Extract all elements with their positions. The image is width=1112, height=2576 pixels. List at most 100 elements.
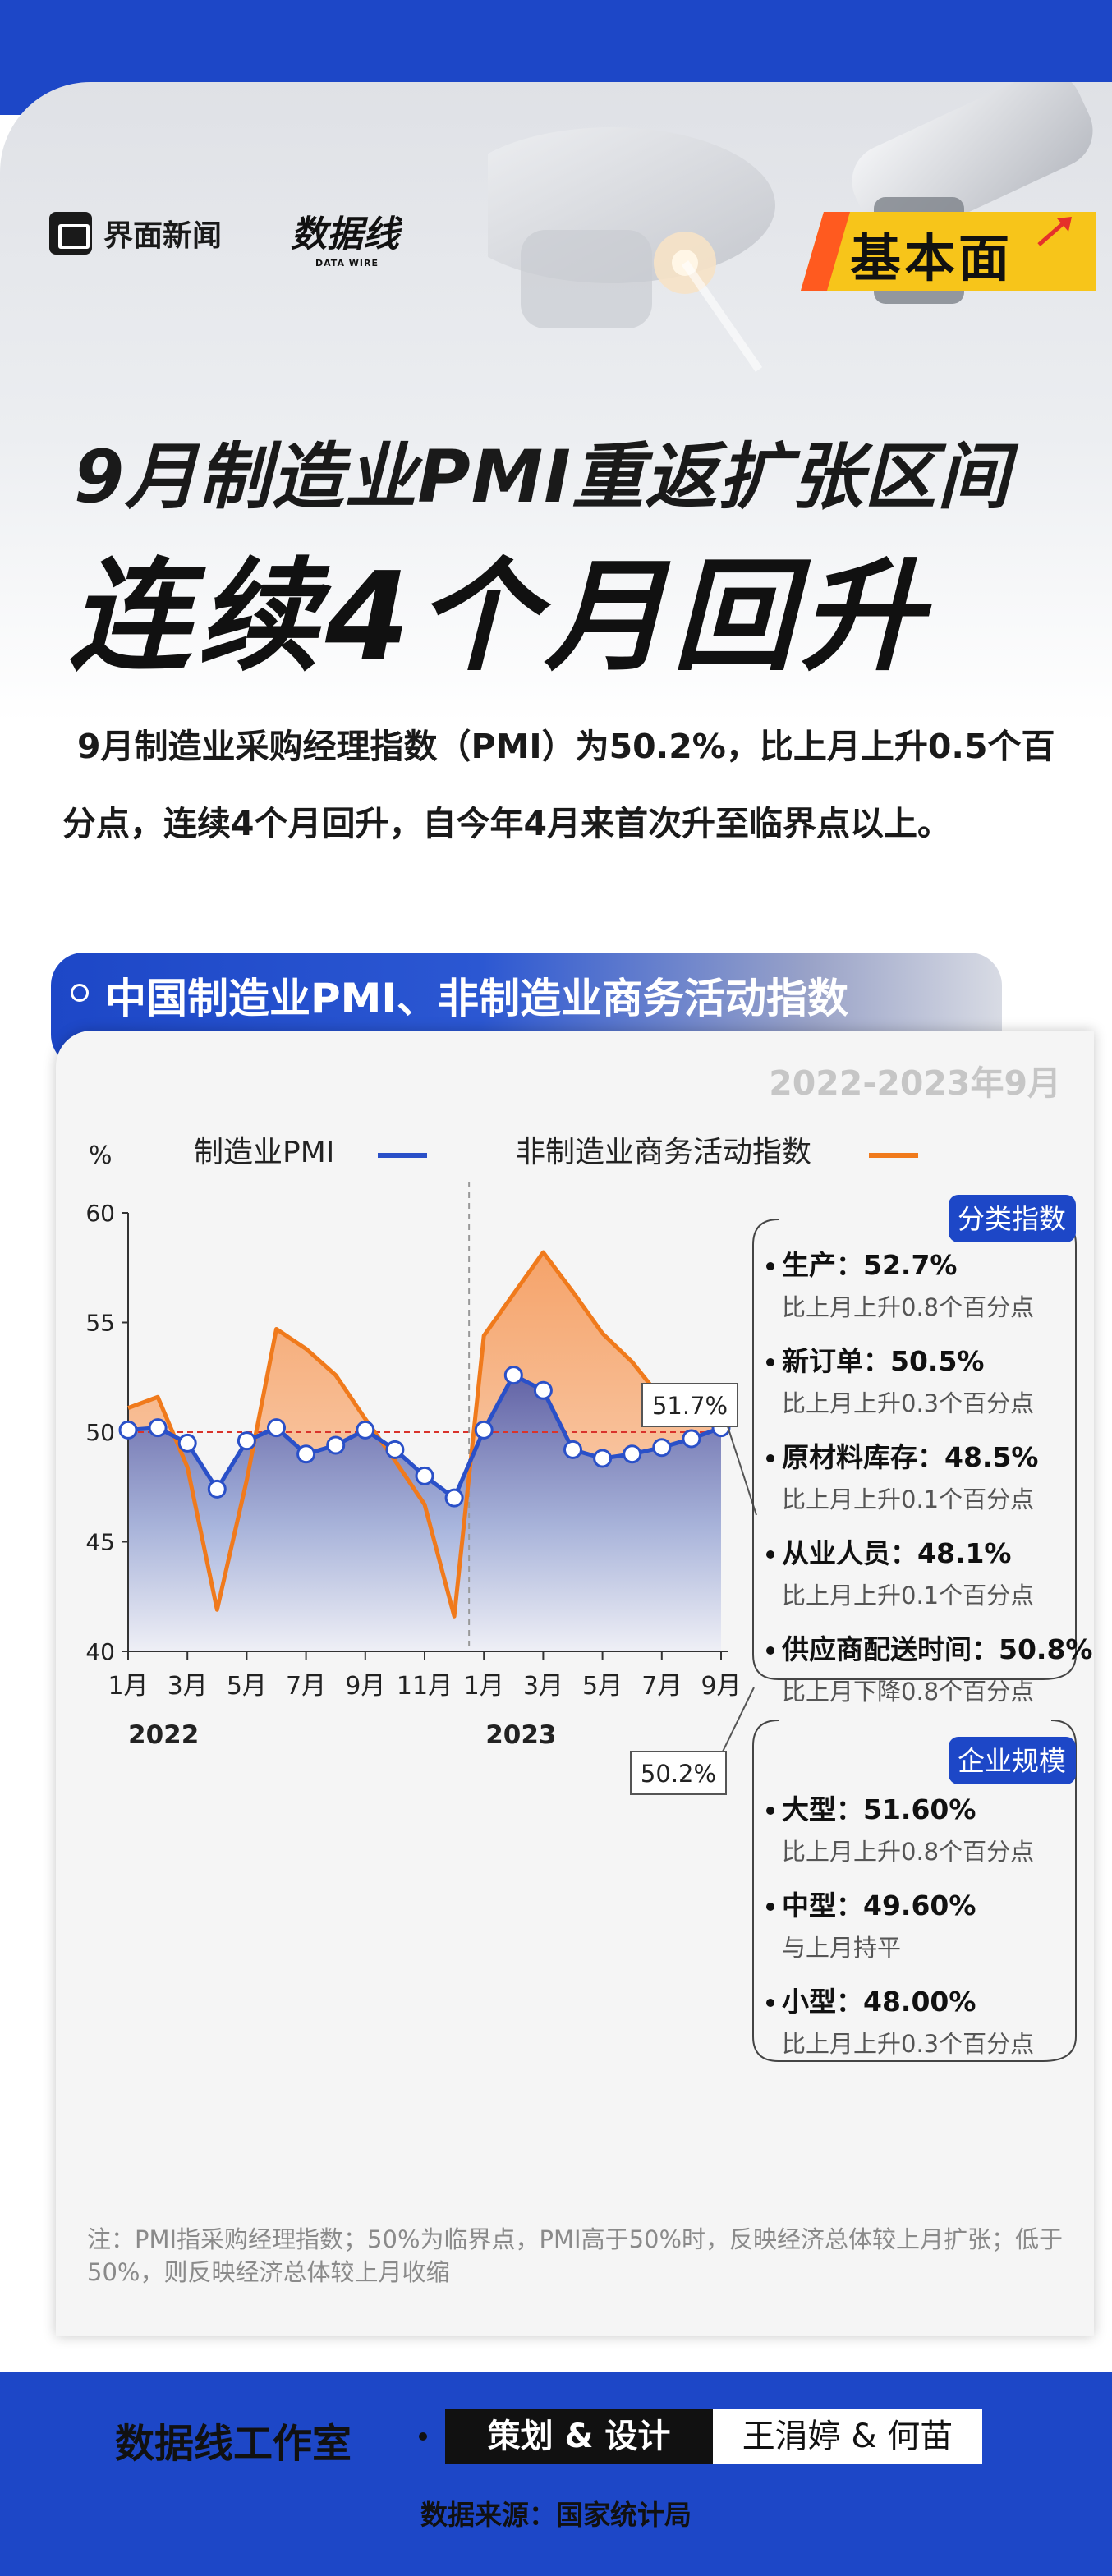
point-pmi <box>267 1418 286 1438</box>
callout-nonmfg-value: 51.7% <box>652 1392 728 1420</box>
year-label: 2022 <box>128 1720 199 1750</box>
list-item-change: 与上月持平 <box>782 1934 901 1962</box>
y-unit-label: % <box>89 1141 113 1170</box>
legend-label-pmi: 制造业PMI <box>194 1136 334 1169</box>
y-tick-label: 55 <box>85 1310 115 1337</box>
point-pmi <box>385 1440 405 1459</box>
callout-nonmfg: 51.7% <box>641 1383 757 1516</box>
intro-paragraph: 9月制造业采购经理指数（PMI）为50.2%，比上月上升0.5个百分点，连续4个… <box>62 727 1055 843</box>
list-bullet <box>766 1999 774 2007</box>
x-tick-label: 7月 <box>641 1672 682 1701</box>
studio-name: 数据线工作室 <box>115 2421 352 2467</box>
y-tick-label: 60 <box>85 1200 115 1227</box>
credit-names: 王涓婷 & 何苗 <box>713 2409 982 2464</box>
list-bullet <box>766 1358 774 1366</box>
legend-label-nonmfg: 非制造业商务活动指数 <box>516 1136 811 1169</box>
point-pmi <box>682 1429 701 1449</box>
list-bullet <box>766 1454 774 1462</box>
x-tick-label: 3月 <box>523 1672 563 1701</box>
point-pmi <box>652 1438 672 1458</box>
y-tick-label: 50 <box>85 1419 115 1446</box>
year-label: 2023 <box>485 1720 556 1750</box>
circle-bullet-icon <box>71 984 89 1002</box>
x-tick-label: 3月 <box>168 1672 208 1701</box>
robot-arm-illustration <box>488 82 1093 372</box>
footer-band <box>0 2372 1112 2576</box>
list-item-change: 比上月上升0.8个百分点 <box>782 1838 1034 1866</box>
data-wire-logo: 数据线 DATA WIRE <box>291 214 402 269</box>
list-item-change: 比上月上升0.8个百分点 <box>782 1293 1034 1321</box>
chart-card: 2022-2023年9月 % 制造业PMI 非制造业商务活动指数 40 45 50 5… <box>56 1031 1094 2336</box>
list-item-label: 大型：51.60% <box>782 1793 976 1825</box>
brand-jiemian: 界面新闻 <box>49 212 222 255</box>
area-pmi <box>128 1375 721 1651</box>
line-nonmfg <box>127 1250 723 1619</box>
list-item-label: 供应商配送时间：50.8% <box>782 1633 1093 1665</box>
point-pmi <box>503 1366 523 1385</box>
point-pmi <box>326 1435 346 1455</box>
list-item-change: 比上月上升0.3个百分点 <box>782 2030 1034 2058</box>
headline-line2: 连续4个月回升 <box>69 546 929 687</box>
data-source: 数据来源：国家统计局 <box>420 2499 692 2531</box>
point-pmi <box>148 1418 168 1438</box>
callout-pmi-value: 50.2% <box>641 1760 716 1788</box>
list-item-change: 比上月上升0.3个百分点 <box>782 1389 1034 1417</box>
logo-text: 数据线 <box>291 214 402 255</box>
point-pmi <box>474 1420 494 1440</box>
jiemian-logo-icon <box>49 212 92 255</box>
logo-sub: DATA WIRE <box>315 258 379 269</box>
point-pmi <box>296 1444 316 1464</box>
y-tick-label: 40 <box>85 1638 115 1665</box>
date-range: 2022-2023年9月 <box>769 1063 1061 1103</box>
point-pmi <box>563 1440 582 1459</box>
tag-badge <box>801 212 1096 291</box>
list-item-change: 比上月上升0.1个百分点 <box>782 1485 1034 1513</box>
list-item-label: 原材料库存：48.5% <box>782 1441 1039 1473</box>
headline-line1: 9月制造业PMI重返扩张区间 <box>74 434 1011 519</box>
pmi-line-chart: % 制造业PMI 非制造业商务活动指数 40 45 50 55 60 1月 3月 5月 7月 9月… <box>85 1136 1093 2062</box>
y-tick-label: 45 <box>85 1529 115 1556</box>
list-item-label: 新订单：50.5% <box>782 1345 985 1377</box>
x-tick-label: 9月 <box>345 1672 385 1701</box>
scale-title: 企业规模 <box>958 1745 1066 1777</box>
x-tick-label: 7月 <box>286 1672 326 1701</box>
point-pmi <box>356 1420 375 1440</box>
list-item-change: 比上月上升0.1个百分点 <box>782 1582 1034 1609</box>
x-tick-label: 1月 <box>464 1672 504 1701</box>
x-tick-label: 5月 <box>582 1672 623 1701</box>
list-bullet <box>766 1807 774 1815</box>
list-item-label: 生产：52.7% <box>782 1249 958 1281</box>
tag-label: 基本面 <box>850 228 1013 288</box>
list-bullet <box>766 1903 774 1911</box>
point-pmi <box>237 1431 256 1451</box>
list-bullet <box>766 1646 774 1655</box>
footnote: 注：PMI指采购经理指数；50%为临界点，PMI高于50%时，反映经济总体较上月… <box>87 2225 1064 2286</box>
list-item-label: 从业人员：48.1% <box>782 1537 1012 1569</box>
point-pmi <box>593 1449 613 1468</box>
x-tick-label: 9月 <box>701 1672 741 1701</box>
point-pmi <box>118 1420 138 1440</box>
x-tick-label: 5月 <box>227 1672 267 1701</box>
callout-pmi: 50.2% <box>630 1687 755 1795</box>
point-pmi <box>623 1444 642 1464</box>
point-pmi <box>415 1466 434 1485</box>
list-item-change: 比上月下降0.8个百分点 <box>782 1678 1034 1706</box>
credit-role: 策划 & 设计 <box>445 2409 713 2464</box>
point-pmi <box>444 1488 464 1508</box>
point-pmi <box>207 1479 227 1499</box>
list-item-label: 中型：49.60% <box>782 1890 976 1922</box>
separator-dot <box>419 2432 427 2441</box>
section-title: 中国制造业PMI、非制造业商务活动指数 <box>105 975 849 1022</box>
list-bullet <box>766 1262 774 1270</box>
x-tick-label: 11月 <box>397 1672 453 1701</box>
legend: 制造业PMI 非制造业商务活动指数 <box>194 1136 918 1169</box>
x-tick-label: 1月 <box>108 1672 148 1701</box>
point-pmi <box>533 1380 553 1400</box>
brand-name: 界面新闻 <box>103 219 223 253</box>
list-bullet <box>766 1550 774 1559</box>
point-pmi <box>177 1433 197 1453</box>
list-item-label: 小型：48.00% <box>782 1986 976 2018</box>
subindex-title: 分类指数 <box>958 1203 1066 1235</box>
